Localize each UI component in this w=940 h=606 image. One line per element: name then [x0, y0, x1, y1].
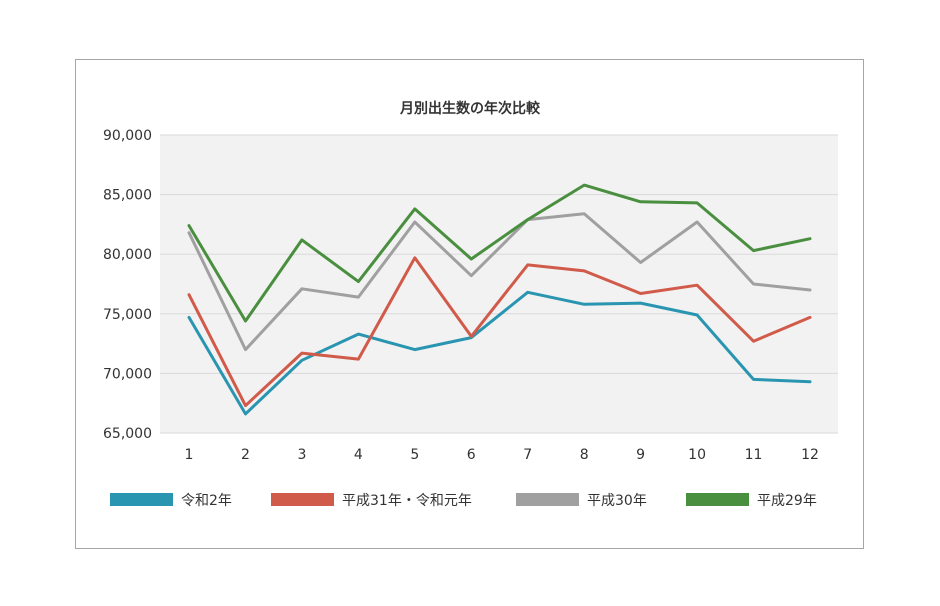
legend-swatch	[271, 493, 334, 506]
x-tick-label: 4	[354, 447, 363, 463]
x-tick-label: 9	[636, 447, 645, 463]
legend-label: 平成31年・令和元年	[342, 493, 472, 509]
legend-label: 平成30年	[587, 493, 647, 509]
x-tick-label: 6	[467, 447, 476, 463]
legend-label: 令和2年	[181, 493, 232, 509]
y-tick-label: 90,000	[103, 128, 152, 144]
legend-swatch	[110, 493, 173, 506]
x-tick-label: 1	[185, 447, 194, 463]
y-tick-label: 85,000	[103, 188, 152, 204]
legend-swatch	[686, 493, 749, 506]
y-tick-label: 80,000	[103, 247, 152, 263]
x-tick-label: 11	[745, 447, 763, 463]
chart-title: 月別出生数の年次比較	[399, 100, 541, 117]
legend-label: 平成29年	[757, 493, 817, 509]
plot-area	[160, 135, 838, 433]
legend: 令和2年 平成31年・令和元年 平成30年 平成29年	[110, 493, 817, 509]
x-tick-label: 2	[241, 447, 250, 463]
x-tick-label: 7	[523, 447, 532, 463]
x-tick-label: 8	[580, 447, 589, 463]
legend-swatch	[516, 493, 579, 506]
y-tick-label: 75,000	[103, 307, 152, 323]
x-tick-label: 12	[801, 447, 819, 463]
series-lines	[187, 183, 812, 416]
series-line	[187, 290, 812, 416]
grid-lines	[160, 134, 838, 434]
series-line	[187, 256, 812, 408]
x-tick-label: 3	[297, 447, 306, 463]
y-axis-ticks: 65,000 70,000 75,000 80,000 85,000 90,000	[103, 128, 152, 442]
x-axis-ticks: 1 2 3 4 5 6 7 8 9 10 11 12	[185, 447, 819, 463]
series-line	[187, 183, 812, 323]
y-tick-label: 65,000	[103, 426, 152, 442]
x-tick-label: 5	[410, 447, 419, 463]
x-tick-label: 10	[688, 447, 706, 463]
y-tick-label: 70,000	[103, 366, 152, 382]
series-line	[187, 212, 812, 352]
